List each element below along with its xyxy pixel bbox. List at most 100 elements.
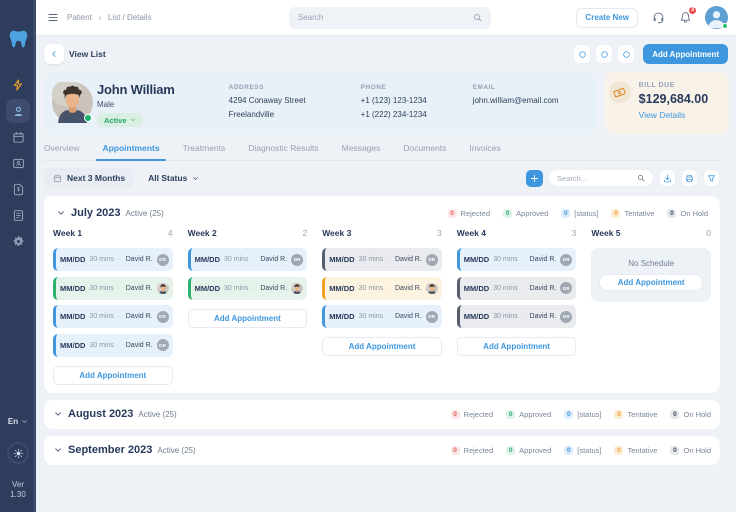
status-filter-dropdown[interactable]: All Status [148,173,199,183]
status-legend: 0 Rejected 0 Approved 0 [status] 0 Tentative 0 On… [435,208,708,218]
quick-add-button[interactable] [526,169,543,187]
appointment-card[interactable]: MM/DD 30 mins · David R. DR [322,248,442,271]
legend-label-onhold: On Hold [683,409,711,419]
period-filter[interactable]: Next 3 Months [44,168,135,188]
back-button[interactable] [44,44,64,64]
bill-due-amount: $129,684.00 [638,92,709,106]
tab-documents[interactable]: Documents [403,143,447,153]
tab-treatments[interactable]: Treatments [182,143,226,153]
appointment-card[interactable]: MM/DD 30 mins · David R. DR [456,305,577,328]
dot-separator: · [116,313,120,320]
appointment-list: MM/DD 30 mins · David R. DR MM/DD 30 mins · Davi… [322,248,442,328]
tab-overview[interactable]: Overview [44,143,80,153]
view-option-button-1[interactable] [573,44,592,64]
add-appointment-week-button[interactable]: Add Appointment [187,308,308,328]
collapse-toggle[interactable] [53,410,62,419]
appointment-card[interactable]: MM/DD 30 mins · David R. DR [187,248,308,271]
support-button[interactable] [650,10,666,26]
filterbar: Next 3 Months All Status [44,168,720,188]
view-option-button-2[interactable] [595,44,614,64]
week-label: Week 5 [591,228,621,238]
legend-count-onhold: 0 [670,409,680,419]
no-schedule-label: No Schedule [628,259,675,268]
legend-label-onhold: On Hold [680,208,708,218]
appointment-card[interactable]: MM/DD 30 mins · David R. [53,276,173,300]
add-appointment-week-button[interactable]: Add Appointment [322,337,442,356]
sidebar-item-quick-actions[interactable] [6,73,30,97]
legend-count-onhold: 0 [670,445,680,455]
tooth-icon [8,28,29,50]
week-count: 2 [302,228,308,238]
add-appointment-week-button[interactable]: Add Appointment [53,365,173,385]
bill-due-card: BILL DUE $129,684.00 View Details [604,72,729,134]
month-header: July 2023 Active (25) 0 Rejected 0 Approved 0[… [53,204,711,219]
theme-toggle[interactable] [7,442,29,464]
add-appointment-week-button[interactable]: Add Appointment [456,337,577,356]
appointment-card[interactable]: MM/DD 30 mins · David R. DR [53,248,173,271]
appointment-card[interactable]: MM/DD 30 mins · David R. DR [456,248,577,271]
download-button[interactable] [659,169,676,187]
funnel-icon [707,174,716,183]
notifications-button[interactable]: 3 [677,5,697,26]
week-label: Week 1 [53,228,83,238]
tab-messages[interactable]: Messages [341,143,381,153]
week-header: Week 5 0 [591,228,711,238]
user-avatar[interactable] [705,6,728,29]
appointment-card[interactable]: MM/DD 30 mins · David R. DR [322,305,442,328]
chevron-down-icon [21,418,28,425]
plus-icon [530,174,539,183]
notes-icon [12,209,25,222]
add-appointment-button[interactable]: Add Appointment [643,44,728,64]
appointment-search [548,169,654,187]
sidebar-item-patients[interactable] [6,99,30,123]
patient-status-badge[interactable]: Active [97,113,143,127]
language-selector[interactable]: En [8,417,28,426]
appointment-card[interactable]: MM/DD 30 mins · David R. DR [456,276,577,300]
view-option-button-3[interactable] [617,44,636,64]
appointment-card[interactable]: MM/DD 30 mins · David R. DR [53,333,173,357]
legend-label-rejected: Rejected [463,445,494,455]
patient-summary-row: John William Male Active ADDRESS 4294 Co… [44,72,729,134]
create-new-button[interactable]: Create New [576,7,638,28]
legend-count-tentative: 0 [614,445,624,455]
language-label: En [7,417,19,426]
tab-diagnostic-results[interactable]: Diagnostic Results [248,143,319,153]
collapse-toggle[interactable] [53,446,62,455]
sidebar-item-invoices[interactable] [6,177,30,201]
sidebar-item-reports[interactable] [6,203,30,227]
appointment-doctor: David R. [394,256,422,263]
appointment-duration: 30 mins [224,256,249,263]
chevron-right-icon [97,15,103,21]
appointment-doctor: David R. [529,284,557,292]
filter-button[interactable] [703,169,720,187]
appointment-card[interactable]: MM/DD 30 mins · David R. [187,276,308,300]
hamburger-menu-button[interactable] [45,10,61,26]
appointment-card[interactable]: MM/DD 30 mins · David R. [322,276,442,300]
sidebar-item-staff[interactable] [6,151,30,175]
appointment-search-input[interactable] [557,173,637,183]
sidebar-item-appointments[interactable] [6,125,30,149]
patient-card: John William Male Active ADDRESS 4294 Co… [44,72,597,134]
week-column-5: Week 5 0 No Schedule Add Appointment [591,228,711,385]
legend-count-rejected: 0 [450,409,460,419]
tab-appointments[interactable]: Appointments [96,140,166,161]
legend-label-status: [status] [577,445,602,455]
appointment-doctor: David R. [394,313,422,320]
app-logo[interactable] [7,27,29,51]
appointment-card[interactable]: MM/DD 30 mins · David R. DR [53,305,173,328]
online-status-dot [722,23,728,29]
breadcrumb-root[interactable]: Patient [67,13,92,22]
sidebar-item-settings[interactable] [6,229,30,253]
view-details-link[interactable]: View Details [638,110,686,120]
print-button[interactable] [681,169,698,187]
tab-invoices[interactable]: Invoices [469,143,501,153]
global-search-input[interactable] [297,13,473,22]
appointment-date: MM/DD [329,283,355,293]
appointment-doctor: David R. [125,284,153,292]
appointment-duration: 30 mins [89,313,114,320]
legend-item-status: 0 [status] [564,445,602,455]
collapse-toggle[interactable] [56,209,65,218]
legend-label-approved: Approved [519,445,552,455]
add-appointment-week-button[interactable]: Add Appointment [599,274,704,291]
